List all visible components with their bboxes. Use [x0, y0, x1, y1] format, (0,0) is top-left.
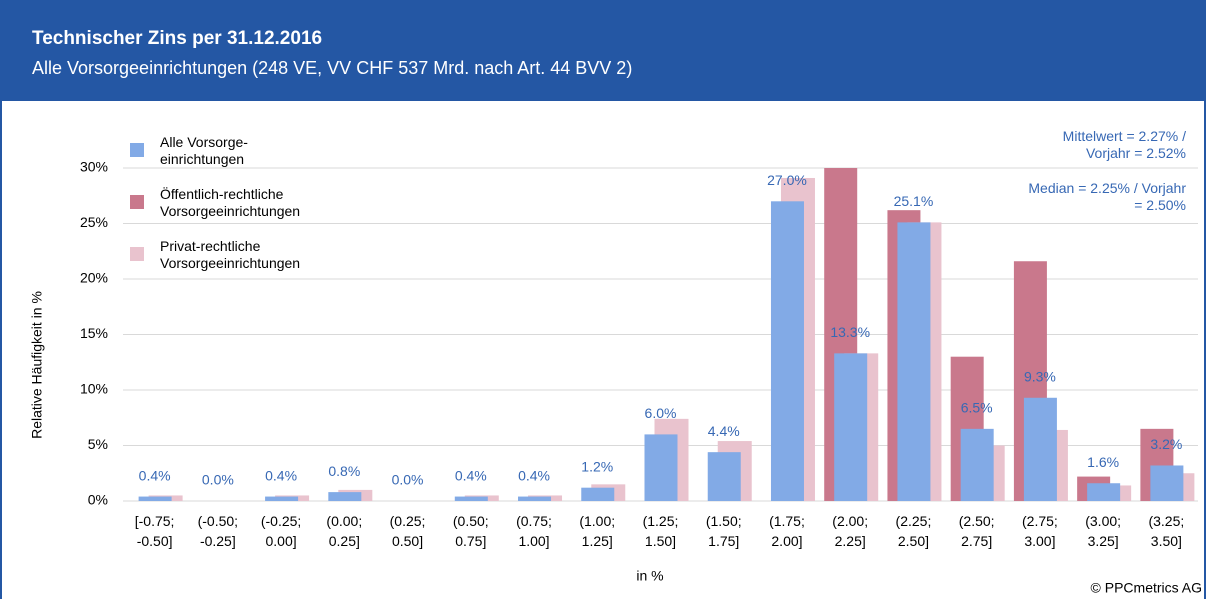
border	[1204, 101, 1206, 599]
data-label: 0.0%	[202, 472, 234, 488]
x-tick-label: (0.00; 0.25]	[326, 513, 363, 549]
data-label: 0.4%	[265, 467, 297, 483]
title: Technischer Zins per 31.12.2016	[32, 28, 323, 49]
data-label: 3.2%	[1150, 436, 1182, 452]
border	[0, 101, 2, 599]
bar	[897, 222, 931, 501]
legend-swatch	[130, 195, 144, 209]
x-tick-label: (2.25; 2.50]	[895, 513, 932, 549]
bar	[265, 496, 299, 501]
legend-label: Öffentlich-rechtliche Vorsorgeeinrichtun…	[160, 186, 301, 219]
x-tick-label: (0.75; 1.00]	[516, 513, 552, 549]
bar	[1150, 465, 1184, 501]
bar	[1087, 483, 1121, 501]
bar	[518, 496, 552, 501]
x-tick-label: (2.75; 3.00]	[1022, 513, 1058, 549]
legend-label: Privat-rechtliche Vorsorgeeinrichtungen	[160, 238, 301, 271]
bar	[834, 353, 868, 501]
data-label: 9.3%	[1024, 368, 1056, 384]
y-tick-label: 5%	[88, 436, 108, 452]
bar	[454, 496, 488, 501]
x-axis-title: in %	[636, 568, 663, 584]
y-tick-label: 25%	[80, 214, 108, 230]
annotation: Mittelwert = 2.27% / Vorjahr = 2.52%	[1062, 128, 1186, 161]
bar	[770, 201, 804, 502]
data-label: 27.0%	[767, 172, 807, 188]
x-tick-label: (1.00; 1.25]	[579, 513, 616, 549]
data-label: 0.0%	[392, 472, 424, 488]
x-tick-label: (0.50; 0.75]	[452, 513, 489, 549]
subtitle: Alle Vorsorgeeinrichtungen (248 VE, VV C…	[32, 58, 633, 78]
y-axis-title: Relative Häufigkeit in %	[29, 291, 45, 439]
legend-swatch	[130, 143, 144, 157]
data-label: 13.3%	[830, 324, 870, 340]
x-tick-label: (2.00; 2.25]	[832, 513, 869, 549]
data-label: 1.2%	[581, 458, 613, 474]
data-label: 0.4%	[455, 467, 487, 483]
data-label: 6.0%	[645, 405, 677, 421]
data-label: 4.4%	[708, 423, 740, 439]
y-tick-label: 15%	[80, 325, 108, 341]
bar	[644, 434, 678, 501]
data-label: 6.5%	[961, 400, 993, 416]
bar	[138, 496, 172, 501]
data-label: 1.6%	[1087, 454, 1119, 470]
bar	[960, 428, 994, 501]
legend-swatch	[130, 247, 144, 261]
data-label: 0.4%	[139, 467, 171, 483]
y-tick-label: 30%	[80, 159, 108, 175]
y-tick-label: 0%	[88, 492, 108, 508]
x-tick-label: (0.25; 0.50]	[389, 513, 426, 549]
annotation: Median = 2.25% / Vorjahr = 2.50%	[1028, 180, 1186, 213]
x-tick-label: (1.25; 1.50]	[642, 513, 679, 549]
bar	[581, 487, 615, 501]
x-tick-label: (3.25; 3.50]	[1148, 513, 1185, 549]
x-tick-label: (-0.50; -0.25]	[197, 513, 239, 549]
bar	[707, 452, 741, 501]
data-label: 25.1%	[894, 193, 934, 209]
y-tick-label: 20%	[80, 270, 108, 286]
x-tick-label: [-0.75; -0.50]	[134, 513, 175, 549]
data-label: 0.4%	[518, 467, 550, 483]
x-tick-label: (2.50; 2.75]	[958, 513, 995, 549]
x-tick-label: (1.75; 2.00]	[769, 513, 805, 549]
data-label: 0.8%	[328, 463, 360, 479]
y-tick-label: 10%	[80, 381, 108, 397]
bar	[328, 492, 362, 501]
x-tick-label: (1.50; 1.75]	[705, 513, 742, 549]
x-tick-label: (3.00; 3.25]	[1085, 513, 1122, 549]
legend-label: Alle Vorsorge-einrichtungen	[160, 134, 248, 167]
x-tick-label: (-0.25; 0.00]	[260, 513, 302, 549]
source: © PPCmetrics AG	[1091, 580, 1202, 596]
bar	[1023, 397, 1057, 501]
header: Technischer Zins per 31.12.2016 Alle Vor…	[0, 0, 1206, 101]
